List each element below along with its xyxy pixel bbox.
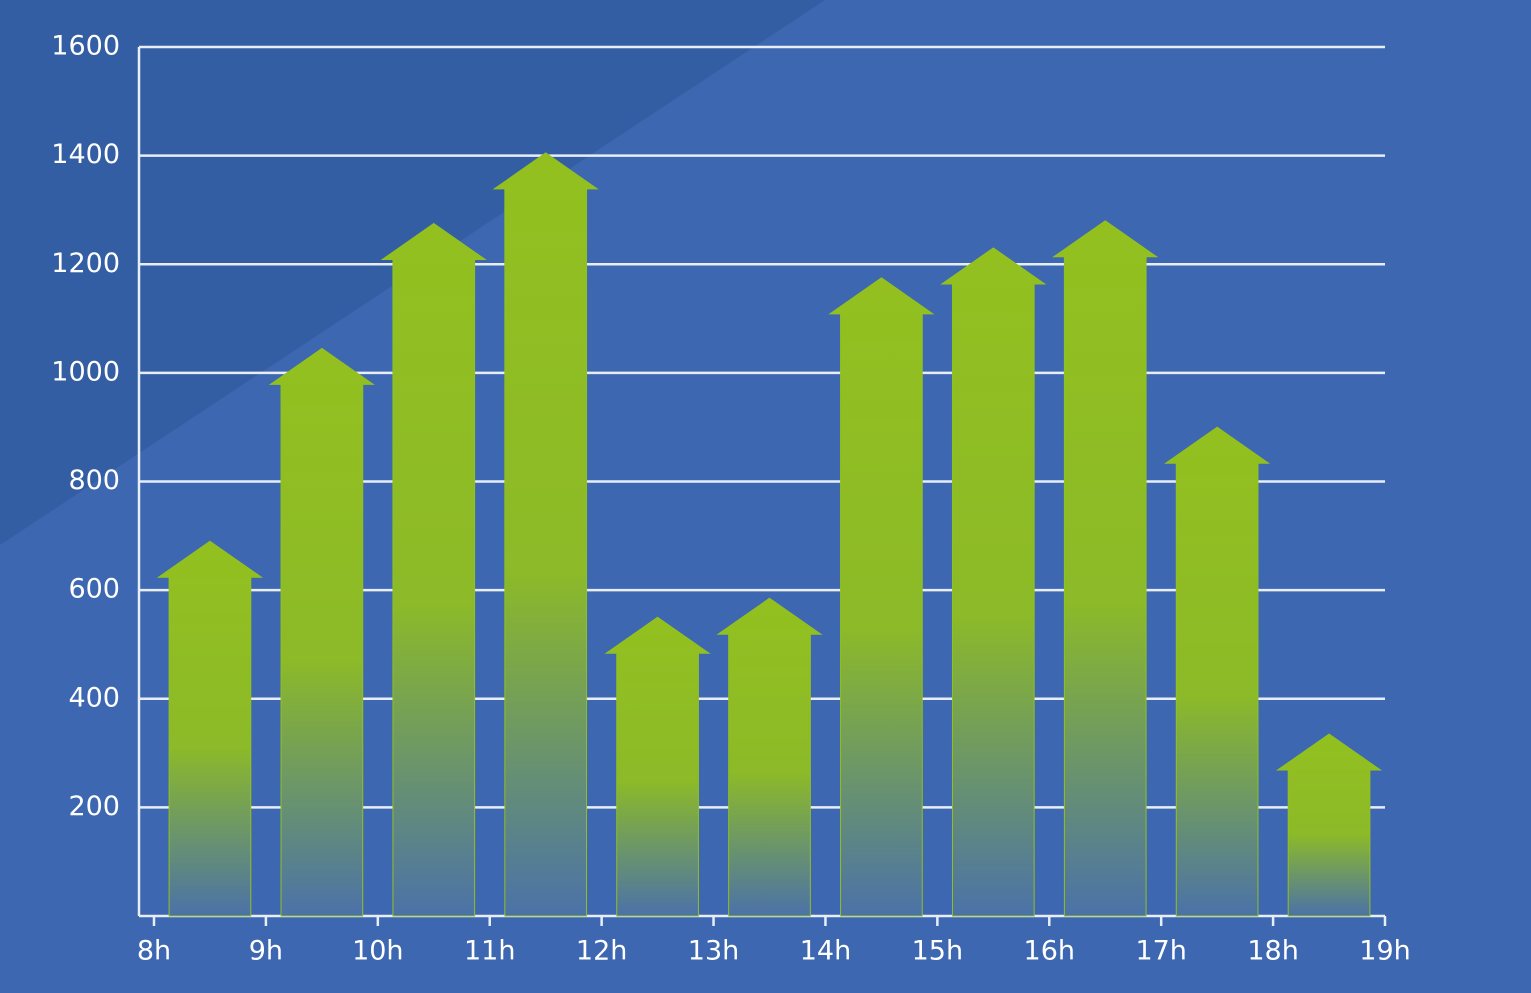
bar	[1164, 426, 1271, 917]
bar	[604, 616, 711, 917]
bar	[828, 277, 935, 917]
x-tick-label: 16h	[1024, 936, 1075, 967]
x-tick-label: 8h	[137, 936, 171, 967]
bar	[716, 597, 823, 917]
x-tick-label: 18h	[1247, 936, 1298, 967]
y-tick-label: 200	[68, 791, 120, 822]
x-tick-label: 12h	[576, 936, 627, 967]
x-tick-label: 15h	[912, 936, 963, 967]
bar	[268, 347, 375, 917]
bar	[1052, 220, 1159, 917]
x-tick-label: 19h	[1359, 936, 1410, 967]
y-tick-label: 400	[68, 682, 120, 713]
x-tick-label: 9h	[249, 936, 283, 967]
bar	[1275, 733, 1383, 917]
y-tick-label: 1200	[51, 248, 120, 279]
y-tick-label: 800	[68, 465, 120, 496]
bar	[380, 222, 487, 917]
bar	[156, 540, 264, 917]
x-tick-label: 10h	[352, 936, 403, 967]
x-tick-label: 17h	[1135, 936, 1186, 967]
y-tick-label: 1600	[51, 31, 120, 62]
bar	[492, 152, 599, 917]
bar	[940, 247, 1047, 917]
y-tick-label: 1000	[51, 356, 120, 387]
y-tick-label: 1400	[51, 139, 120, 170]
x-tick-label: 13h	[688, 936, 739, 967]
x-tick-label: 14h	[800, 936, 851, 967]
y-tick-label: 600	[68, 574, 120, 605]
x-tick-label: 11h	[464, 936, 515, 967]
